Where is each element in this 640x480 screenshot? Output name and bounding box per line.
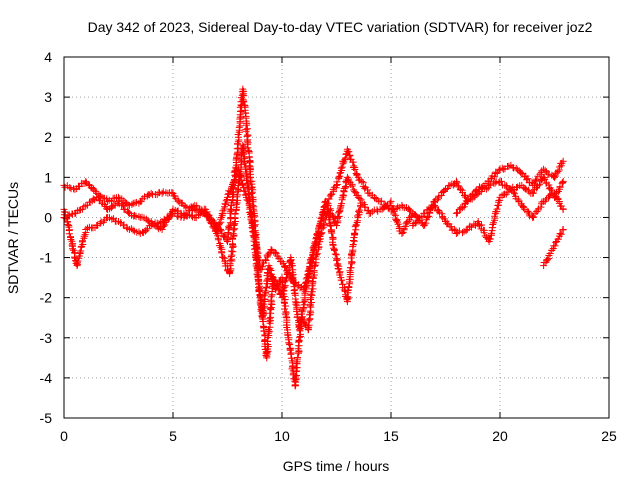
y-tick-label: 4 bbox=[44, 49, 52, 65]
x-tick-label: 20 bbox=[492, 428, 508, 444]
y-tick-label: -4 bbox=[40, 370, 53, 386]
y-tick-label: -3 bbox=[40, 330, 53, 346]
y-tick-label: 1 bbox=[44, 169, 52, 185]
x-tick-label: 15 bbox=[383, 428, 399, 444]
point-markers bbox=[60, 85, 417, 362]
data-points bbox=[60, 85, 567, 390]
series-sat-track-6 bbox=[452, 173, 567, 217]
series-sat-track-2 bbox=[60, 141, 365, 390]
y-tick-label: -1 bbox=[40, 250, 53, 266]
y-axis-label: SDTVAR / TECUs bbox=[5, 182, 21, 294]
point-markers bbox=[540, 225, 567, 270]
series-sat-track-7 bbox=[540, 225, 567, 270]
series-sat-track-5 bbox=[409, 185, 567, 246]
chart-title: Day 342 of 2023, Sidereal Day-to-day VTE… bbox=[88, 19, 593, 35]
series-sat-track-1 bbox=[60, 85, 417, 362]
y-tick-label: 0 bbox=[44, 209, 52, 225]
x-tick-label: 10 bbox=[274, 428, 290, 444]
plot-frame bbox=[63, 56, 610, 419]
y-tick-label: 2 bbox=[44, 129, 52, 145]
y-tick-label: 3 bbox=[44, 89, 52, 105]
point-markers bbox=[409, 185, 567, 246]
ticks: 0 5 10 15 20 25 -5 -4 -3 -2 -1 0 1 2 3 4 bbox=[40, 49, 617, 444]
y-tick-label: -5 bbox=[40, 410, 53, 426]
y-tick-label: -2 bbox=[40, 290, 53, 306]
x-tick-label: 5 bbox=[169, 428, 177, 444]
x-axis-label: GPS time / hours bbox=[283, 458, 390, 474]
x-tick-label: 25 bbox=[601, 428, 617, 444]
point-markers bbox=[60, 141, 365, 390]
x-tick-label: 0 bbox=[60, 428, 68, 444]
point-markers bbox=[452, 173, 567, 217]
